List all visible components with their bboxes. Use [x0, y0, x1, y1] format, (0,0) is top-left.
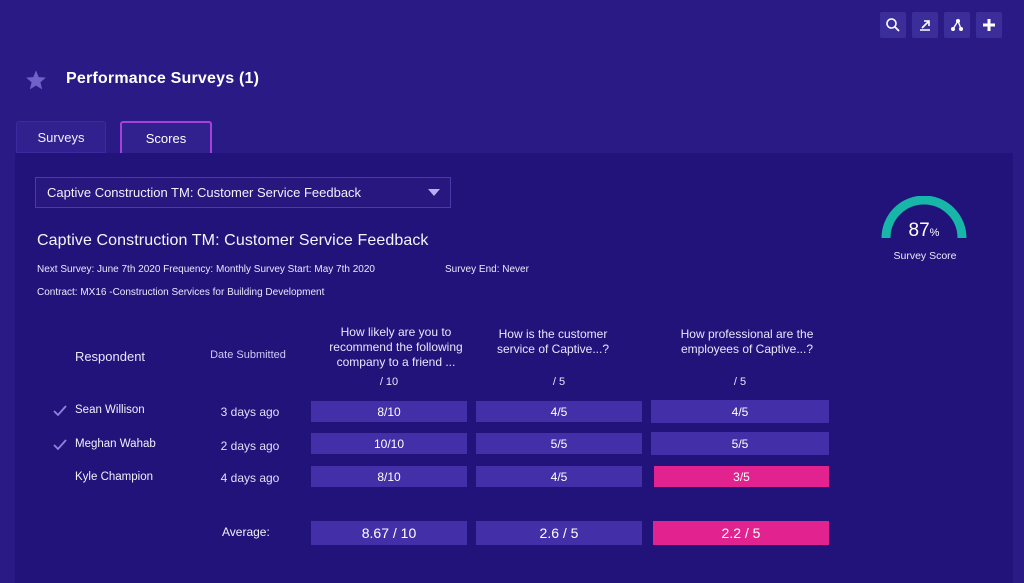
page-title: Performance Surveys (1): [66, 70, 260, 87]
date-submitted-header: Date Submitted: [210, 349, 286, 361]
export-icon: [920, 20, 930, 31]
average-label: Average:: [222, 525, 270, 539]
chevron-down-icon: [428, 189, 440, 196]
scores-panel: [15, 153, 1013, 583]
respondent-header: Respondent: [74, 349, 146, 364]
question-1-scale: / 10: [379, 376, 399, 388]
search-button[interactable]: [880, 12, 906, 38]
tab-scores[interactable]: Scores: [120, 121, 212, 154]
question-2-scale: / 5: [552, 376, 566, 388]
score-cell-low: 3/5: [654, 466, 829, 487]
question-3-scale: / 5: [733, 376, 747, 388]
score-cell: 8/10: [311, 466, 467, 487]
respondent-name: Meghan Wahab: [75, 438, 156, 450]
submitted-date: 3 days ago: [220, 405, 280, 419]
survey-select[interactable]: Captive Construction TM: Customer Servic…: [35, 177, 451, 208]
survey-score-gauge: [881, 196, 967, 239]
export-button[interactable]: [912, 12, 938, 38]
check-icon: [53, 405, 67, 417]
average-cell-low: 2.2 / 5: [653, 521, 829, 545]
submitted-date: 4 days ago: [220, 471, 280, 485]
average-cell: 2.6 / 5: [476, 521, 642, 545]
star-icon[interactable]: [25, 69, 47, 91]
question-3-header: How professional are the employees of Ca…: [680, 327, 814, 356]
survey-end: Survey End: Never: [445, 264, 529, 275]
respondent-name: Kyle Champion: [75, 471, 153, 483]
question-2-header: How is the customer service of Captive..…: [496, 327, 610, 356]
check-icon: [53, 439, 67, 451]
score-cell: 10/10: [311, 433, 467, 454]
respondent-name: Sean Willison: [75, 404, 145, 416]
tab-surveys[interactable]: Surveys: [16, 121, 106, 153]
survey-score-value: 87%: [908, 220, 940, 241]
share-button[interactable]: [944, 12, 970, 38]
survey-score-label: Survey Score: [893, 250, 957, 262]
question-1-header: How likely are you to recommend the foll…: [329, 325, 463, 369]
plus-icon: [983, 19, 995, 31]
average-cell: 8.67 / 10: [311, 521, 467, 545]
survey-title: Captive Construction TM: Customer Servic…: [37, 232, 429, 249]
score-cell: 4/5: [476, 401, 642, 422]
survey-schedule: Next Survey: June 7th 2020 Frequency: Mo…: [37, 264, 375, 275]
add-button[interactable]: [976, 12, 1002, 38]
score-cell: 5/5: [476, 433, 642, 454]
survey-contract: Contract: MX16 -Construction Services fo…: [37, 287, 325, 298]
submitted-date: 2 days ago: [220, 439, 280, 453]
score-cell: 8/10: [311, 401, 467, 422]
score-cell: 5/5: [651, 432, 829, 455]
share-icon: [951, 19, 963, 31]
score-cell: 4/5: [476, 466, 642, 487]
score-cell: 4/5: [651, 400, 829, 423]
survey-select-value: Captive Construction TM: Customer Servic…: [47, 185, 362, 200]
search-icon: [886, 18, 900, 32]
